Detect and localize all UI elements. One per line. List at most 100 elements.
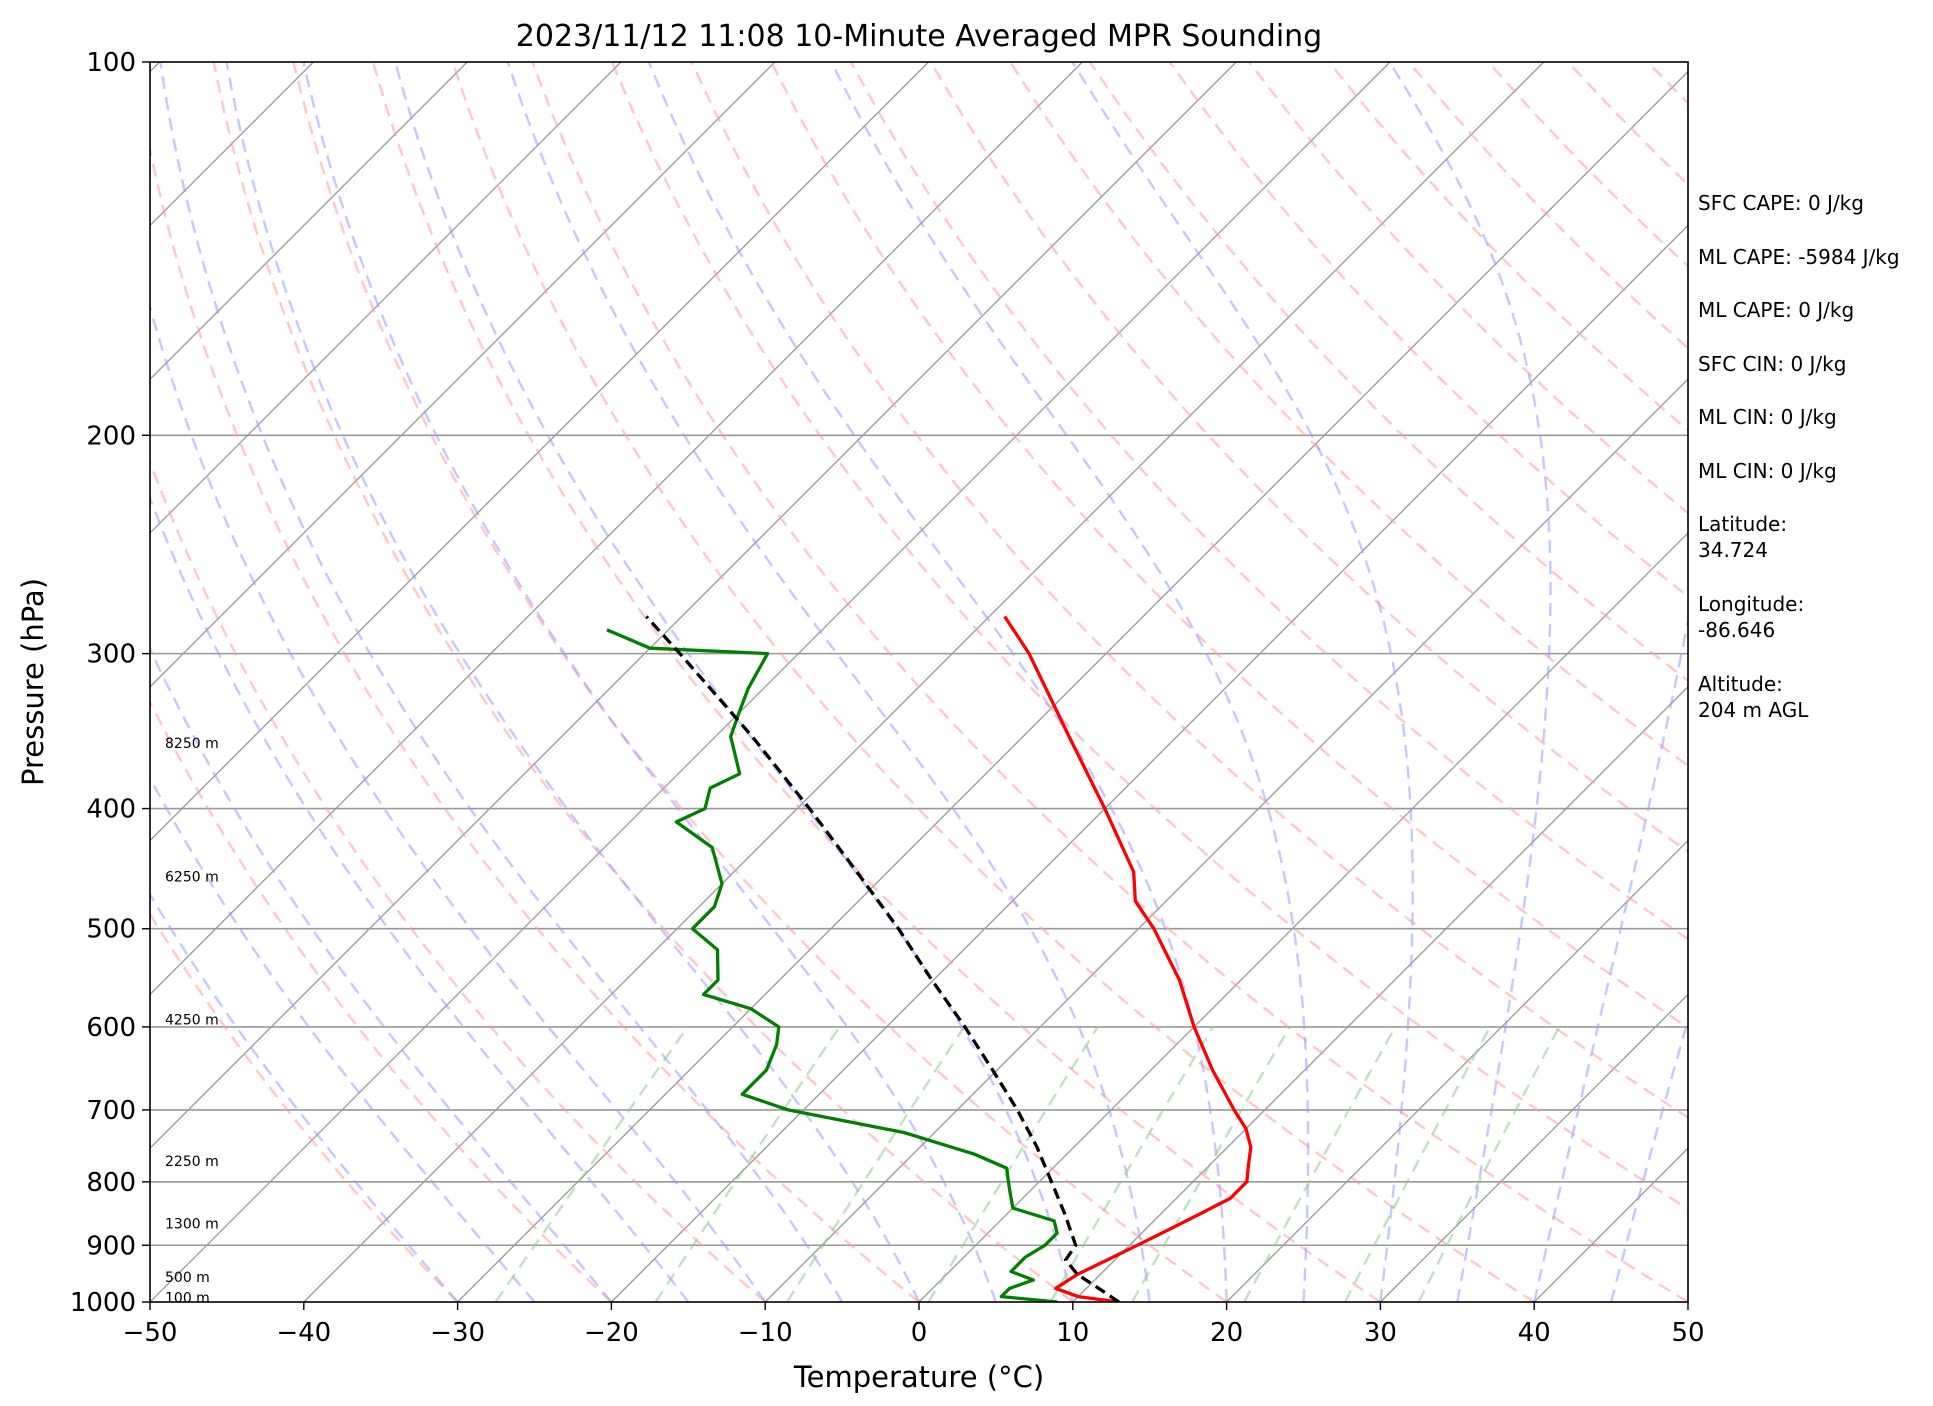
isotherm-line bbox=[1226, 839, 1688, 1302]
moist-adiabat bbox=[1071, 62, 1414, 1302]
info-ml-cape-2: ML CAPE: 0 J/kg bbox=[1698, 298, 1854, 322]
dry-adiabat bbox=[371, 62, 1382, 1302]
dry-adiabat bbox=[451, 62, 1535, 1302]
moist-adiabat bbox=[830, 62, 1310, 1302]
info-longitude-label: Longitude: bbox=[1698, 592, 1804, 616]
dry-adiabat bbox=[531, 62, 1688, 1302]
dry-adiabat bbox=[292, 62, 1228, 1302]
dry-adiabat bbox=[770, 62, 1688, 1030]
moist-adiabat bbox=[1533, 614, 1688, 1302]
isotherm-line bbox=[150, 62, 1237, 1150]
x-tick-label: −40 bbox=[276, 1318, 331, 1348]
isotherm-line bbox=[150, 62, 1391, 1302]
background-lines bbox=[0, 62, 1688, 1302]
temperature-profile bbox=[1003, 615, 1253, 1302]
moist-adiabat bbox=[394, 62, 1074, 1302]
y-axis-label: Pressure (hPa) bbox=[16, 578, 50, 786]
moist-adiabat bbox=[1609, 1015, 1688, 1302]
x-tick-label: −30 bbox=[430, 1318, 485, 1348]
moist-adiabat bbox=[150, 892, 459, 1302]
dry-adiabat bbox=[690, 62, 1688, 1119]
mixing-ratio-line bbox=[1343, 1026, 1492, 1302]
y-tick-label: 100 bbox=[86, 48, 136, 78]
data-lines bbox=[606, 615, 1253, 1302]
info-sfc-cape: SFC CAPE: 0 J/kg bbox=[1698, 191, 1864, 215]
moist-adiabat bbox=[1388, 62, 1552, 1302]
x-tick-label: −10 bbox=[738, 1318, 793, 1348]
isotherm-line bbox=[303, 62, 1545, 1302]
isotherm-line bbox=[610, 224, 1688, 1302]
x-tick-label: 10 bbox=[1056, 1318, 1089, 1348]
y-tick-label: 1000 bbox=[70, 1288, 136, 1318]
isotherm-line bbox=[457, 70, 1688, 1302]
moist-adiabat bbox=[150, 775, 536, 1302]
info-latitude-label: Latitude: bbox=[1698, 512, 1787, 536]
y-tick-label: 900 bbox=[86, 1231, 136, 1261]
x-tick-label: −50 bbox=[123, 1318, 178, 1348]
x-axis: −50 −40 −30 −20 −10 0 10 20 30 40 50 bbox=[123, 1302, 1705, 1348]
isotherm-line bbox=[150, 62, 776, 688]
info-panel: SFC CAPE: 0 J/kg ML CAPE: -5984 J/kg ML … bbox=[1698, 191, 1900, 722]
moist-adiabat bbox=[150, 302, 767, 1302]
y-tick-label: 200 bbox=[86, 421, 136, 451]
mixing-ratio-line bbox=[1417, 1026, 1561, 1302]
info-altitude-value: 204 m AGL bbox=[1698, 698, 1809, 722]
dewpoint-profile bbox=[606, 628, 1059, 1302]
isotherm-line bbox=[1072, 685, 1688, 1302]
mixing-ratio-line bbox=[654, 1026, 841, 1302]
moist-adiabat bbox=[647, 62, 1228, 1302]
x-tick-label: 50 bbox=[1671, 1318, 1704, 1348]
x-tick-label: 0 bbox=[911, 1318, 928, 1348]
info-ml-cin-1: ML CIN: 0 J/kg bbox=[1698, 405, 1837, 429]
dry-adiabat bbox=[150, 911, 459, 1302]
info-longitude-value: -86.646 bbox=[1698, 618, 1775, 642]
isotherm-line bbox=[150, 62, 1083, 996]
moist-adiabat bbox=[302, 62, 998, 1302]
mixing-ratio-line bbox=[1049, 1026, 1214, 1302]
dry-adiabat bbox=[150, 458, 766, 1302]
y-tick-label: 800 bbox=[86, 1168, 136, 1198]
x-tick-label: −20 bbox=[584, 1318, 639, 1348]
moist-adiabat bbox=[506, 62, 1151, 1302]
info-altitude-label: Altitude: bbox=[1698, 672, 1783, 696]
isotherm-line bbox=[150, 62, 468, 381]
y-tick-label: 600 bbox=[86, 1013, 136, 1043]
isotherm-line bbox=[918, 532, 1688, 1302]
x-tick-label: 20 bbox=[1210, 1318, 1243, 1348]
info-ml-cin-2: ML CIN: 0 J/kg bbox=[1698, 459, 1837, 483]
height-label: 1300 m bbox=[165, 1216, 219, 1232]
height-label: 8250 m bbox=[165, 736, 219, 752]
y-tick-label: 300 bbox=[86, 640, 136, 670]
mixing-ratio-line bbox=[1243, 1026, 1397, 1302]
x-axis-label: Temperature (°C) bbox=[793, 1360, 1044, 1394]
parcel-profile bbox=[645, 615, 1120, 1302]
chart-title: 2023/11/12 11:08 10-Minute Averaged MPR … bbox=[516, 19, 1322, 54]
mixing-ratio-line bbox=[1131, 1026, 1291, 1302]
moist-adiabat bbox=[225, 62, 921, 1302]
x-tick-label: 40 bbox=[1518, 1318, 1551, 1348]
mixing-ratio-line bbox=[494, 1026, 689, 1302]
height-label: 6250 m bbox=[165, 870, 219, 886]
mixing-ratio-line bbox=[927, 1026, 1099, 1302]
dry-adiabat bbox=[212, 62, 1074, 1302]
y-tick-label: 700 bbox=[86, 1096, 136, 1126]
dry-adiabat bbox=[150, 143, 920, 1302]
mixing-ratio-line bbox=[785, 1026, 966, 1302]
isotherm-line bbox=[764, 378, 1688, 1302]
y-tick-label: 500 bbox=[86, 915, 136, 945]
moist-adiabat bbox=[159, 62, 844, 1302]
height-label: 500 m bbox=[165, 1270, 210, 1286]
moist-adiabat bbox=[150, 646, 613, 1302]
info-ml-cape-1: ML CAPE: -5984 J/kg bbox=[1698, 245, 1900, 269]
dry-adiabat bbox=[610, 62, 1688, 1211]
height-labels: 8250 m 6250 m 4250 m 2250 m 1300 m 500 m 100 m bbox=[165, 736, 219, 1307]
height-label: 100 m bbox=[165, 1291, 210, 1307]
info-sfc-cin: SFC CIN: 0 J/kg bbox=[1698, 352, 1846, 376]
isotherm-line bbox=[1379, 993, 1688, 1302]
height-label: 2250 m bbox=[165, 1154, 219, 1170]
height-label: 4250 m bbox=[165, 1013, 219, 1029]
isotherm-line bbox=[0, 62, 6, 1302]
y-axis: 100 200 300 400 500 600 700 800 900 1000 bbox=[70, 48, 150, 1318]
isotherm-line bbox=[150, 62, 930, 842]
